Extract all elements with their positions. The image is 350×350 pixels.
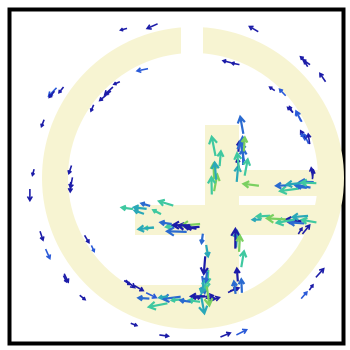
vector-field-view [0,0,350,350]
ring-gap [181,20,203,64]
